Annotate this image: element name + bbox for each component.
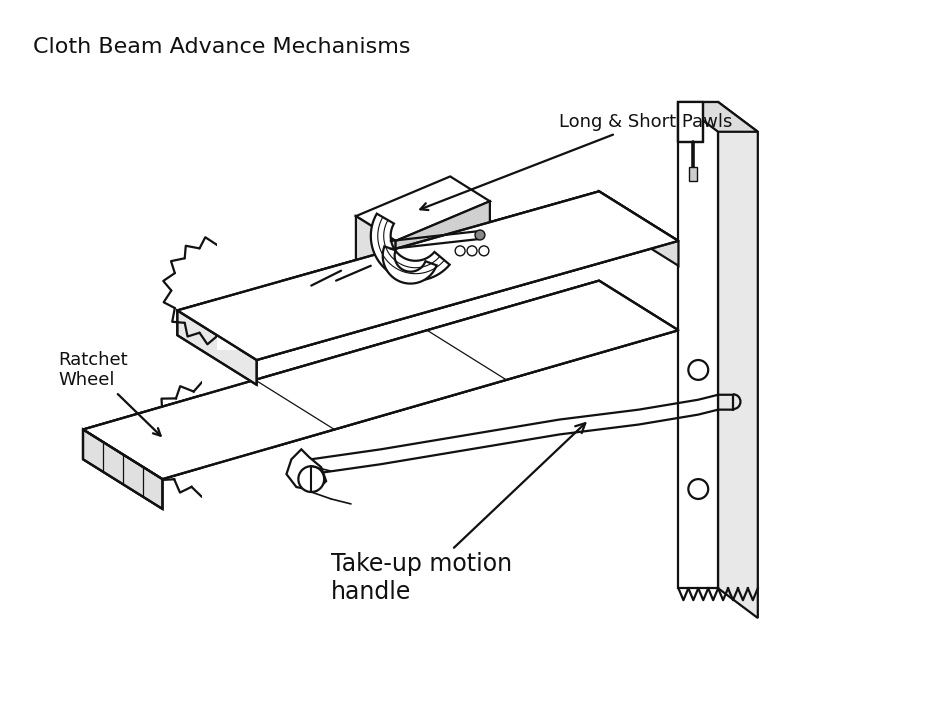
Polygon shape [690,166,697,182]
Polygon shape [718,102,758,618]
Polygon shape [83,430,162,509]
Polygon shape [678,102,718,588]
Circle shape [467,246,477,256]
Polygon shape [202,377,270,502]
Text: Cloth Beam Advance Mechanisms: Cloth Beam Advance Mechanisms [33,38,411,57]
Polygon shape [83,281,678,479]
Text: Long & Short Pawls: Long & Short Pawls [420,113,732,210]
Polygon shape [678,102,703,142]
Circle shape [689,479,708,499]
Polygon shape [287,449,326,491]
Polygon shape [599,192,678,266]
Polygon shape [178,192,678,360]
Polygon shape [83,281,678,479]
Circle shape [479,246,489,256]
Circle shape [475,230,484,240]
Polygon shape [356,216,395,290]
Text: Take-up motion
handle: Take-up motion handle [332,423,585,604]
Circle shape [298,466,324,492]
Polygon shape [83,430,162,509]
Polygon shape [370,213,449,281]
Polygon shape [678,102,758,132]
Polygon shape [178,192,678,360]
Circle shape [689,360,708,380]
Polygon shape [356,176,490,241]
Polygon shape [395,201,490,290]
Polygon shape [383,246,437,284]
Polygon shape [178,311,256,385]
Polygon shape [217,231,281,350]
Text: Ratchet
Wheel: Ratchet Wheel [58,351,161,436]
Circle shape [455,246,465,256]
